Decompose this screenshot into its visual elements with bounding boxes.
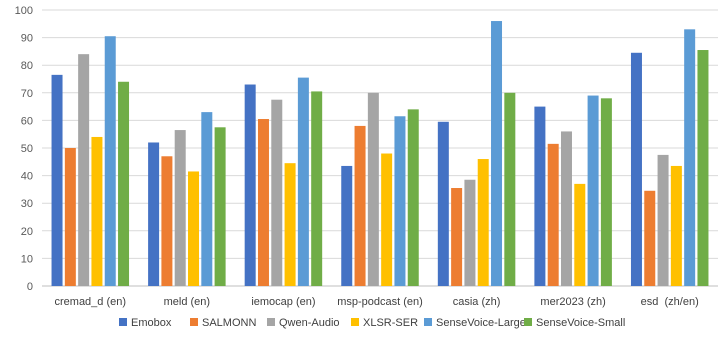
y-tick-label: 80	[21, 60, 33, 72]
bar-emobox	[51, 74, 63, 286]
bar-emobox	[534, 106, 546, 286]
bar-qwen-audio	[464, 179, 476, 286]
x-category-label: meld (en)	[164, 296, 210, 308]
bar-emobox	[630, 52, 642, 286]
bar-sensevoice-large	[201, 112, 213, 287]
legend-label: SenseVoice-Small	[536, 317, 625, 329]
bar-emobox	[341, 165, 353, 286]
y-tick-label: 0	[27, 281, 33, 293]
gridlines	[42, 9, 718, 287]
y-tick-label: 60	[21, 115, 33, 127]
x-category-label: iemocap (en)	[251, 296, 315, 308]
bar-sensevoice-large	[394, 116, 406, 286]
bar-sensevoice-small	[214, 127, 226, 286]
bar-salmonn	[354, 125, 366, 286]
bar-salmonn	[161, 156, 173, 286]
legend-swatch	[190, 318, 198, 326]
bar-sensevoice-large	[587, 95, 599, 286]
bar-xlsr-ser	[381, 153, 393, 286]
bar-sensevoice-small	[600, 98, 612, 286]
bar-qwen-audio	[78, 54, 90, 286]
bar-qwen-audio	[271, 99, 283, 286]
bar-qwen-audio	[367, 92, 379, 286]
bars	[51, 21, 709, 287]
y-axis: 0 10 20 30 40 50 60 70 80 90 100	[15, 5, 33, 293]
bar-salmonn	[547, 143, 559, 286]
legend-label: SenseVoice-Large	[436, 317, 526, 329]
y-tick-label: 30	[21, 198, 33, 210]
legend-swatch	[351, 318, 359, 326]
y-tick-label: 70	[21, 88, 33, 100]
bar-xlsr-ser	[574, 183, 586, 286]
bar-salmonn	[257, 119, 269, 287]
legend-label: Qwen-Audio	[279, 317, 340, 329]
bar-sensevoice-large	[491, 21, 503, 286]
bar-salmonn	[644, 190, 656, 286]
bar-xlsr-ser	[91, 136, 103, 286]
bar-sensevoice-small	[407, 109, 419, 286]
bar-xlsr-ser	[477, 159, 489, 286]
y-tick-label: 100	[15, 5, 33, 17]
y-tick-label: 40	[21, 171, 33, 183]
legend-swatch	[424, 318, 432, 326]
bar-sensevoice-small	[697, 50, 709, 286]
y-tick-label: 10	[21, 253, 33, 265]
bar-qwen-audio	[174, 130, 186, 286]
bar-sensevoice-large	[104, 36, 116, 286]
legend: Emobox SALMONN Qwen-Audio XLSR-SER SenseVoic…	[119, 317, 625, 329]
y-tick-label: 50	[21, 143, 33, 155]
bar-salmonn	[451, 188, 463, 286]
bar-emobox	[148, 142, 160, 286]
bar-sensevoice-small	[504, 92, 516, 286]
bar-xlsr-ser	[284, 163, 296, 286]
y-tick-label: 20	[21, 226, 33, 238]
x-category-label: casia (zh)	[453, 296, 501, 308]
y-tick-label: 90	[21, 33, 33, 45]
bar-qwen-audio	[657, 154, 669, 286]
bar-emobox	[437, 121, 449, 286]
x-category-label: msp-podcast (en)	[337, 296, 423, 308]
bar-sensevoice-small	[311, 91, 323, 286]
bar-sensevoice-large	[684, 29, 696, 286]
bar-xlsr-ser	[670, 165, 682, 286]
bar-qwen-audio	[560, 131, 572, 286]
legend-label: XLSR-SER	[363, 317, 418, 329]
legend-label: Emobox	[131, 317, 172, 329]
x-category-label: esd (zh/en)	[641, 296, 699, 308]
bar-sensevoice-small	[118, 81, 130, 286]
legend-label: SALMONN	[202, 317, 256, 329]
bar-xlsr-ser	[188, 171, 200, 286]
x-category-label: cremad_d (en)	[55, 296, 127, 308]
bar-salmonn	[64, 148, 76, 286]
legend-swatch	[524, 318, 532, 326]
bar-sensevoice-large	[297, 77, 309, 287]
x-category-label: mer2023 (zh)	[540, 296, 605, 308]
x-axis: cremad_d (en) meld (en) iemocap (en) msp-po…	[55, 296, 699, 308]
legend-swatch	[267, 318, 275, 326]
bar-emobox	[244, 84, 256, 287]
legend-swatch	[119, 318, 127, 326]
